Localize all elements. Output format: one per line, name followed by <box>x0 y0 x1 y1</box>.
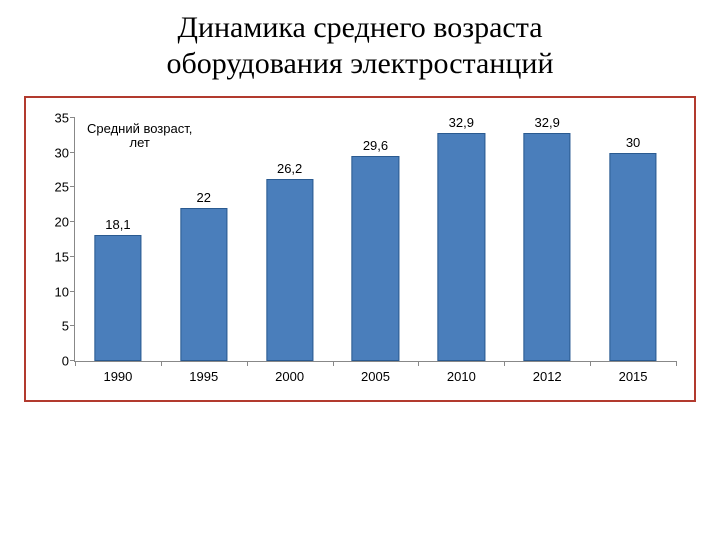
bar-slot: 221995 <box>161 118 247 361</box>
bar-value-label: 26,2 <box>277 161 302 176</box>
bar: 29,6 <box>352 156 399 362</box>
bar: 32,9 <box>438 133 485 361</box>
bar-slot: 32,92012 <box>504 118 590 361</box>
bar: 32,9 <box>524 133 571 361</box>
y-tick-label: 20 <box>41 215 69 230</box>
y-tick-label: 15 <box>41 249 69 264</box>
bar: 18,1 <box>94 235 141 361</box>
x-tick-mark <box>161 361 162 366</box>
bar: 22 <box>180 208 227 361</box>
x-tick-label: 2010 <box>447 369 476 384</box>
x-tick-label: 1995 <box>189 369 218 384</box>
x-tick-mark <box>676 361 677 366</box>
y-tick-label: 10 <box>41 284 69 299</box>
bar-value-label: 32,9 <box>535 115 560 130</box>
bar-slot: 18,11990 <box>75 118 161 361</box>
x-tick-label: 2000 <box>275 369 304 384</box>
bar: 26,2 <box>266 179 313 361</box>
page-title: Динамика среднего возраста оборудования … <box>0 0 720 82</box>
title-line-2: оборудования электростанций <box>166 47 553 80</box>
y-tick-label: 0 <box>41 354 69 369</box>
chart-frame: Средний возраст, лет 0510152025303518,11… <box>24 96 696 402</box>
bar-value-label: 32,9 <box>449 115 474 130</box>
bar-slot: 29,62005 <box>333 118 419 361</box>
bar-value-label: 18,1 <box>105 217 130 232</box>
y-tick-label: 35 <box>41 111 69 126</box>
bar-value-label: 22 <box>197 190 211 205</box>
x-tick-label: 1990 <box>103 369 132 384</box>
x-tick-mark <box>590 361 591 366</box>
x-tick-mark <box>418 361 419 366</box>
x-tick-label: 2012 <box>533 369 562 384</box>
y-tick-label: 30 <box>41 145 69 160</box>
y-tick-label: 25 <box>41 180 69 195</box>
slide: Динамика среднего возраста оборудования … <box>0 0 720 540</box>
x-tick-mark <box>333 361 334 366</box>
title-line-1: Динамика среднего возраста <box>177 11 542 44</box>
bar-slot: 302015 <box>590 118 676 361</box>
x-tick-mark <box>504 361 505 366</box>
y-tick-label: 5 <box>41 319 69 334</box>
bar: 30 <box>609 153 656 361</box>
bar-value-label: 30 <box>626 135 640 150</box>
x-tick-label: 2005 <box>361 369 390 384</box>
plot-area: Средний возраст, лет 0510152025303518,11… <box>74 118 676 362</box>
x-tick-mark <box>247 361 248 366</box>
x-tick-mark <box>75 361 76 366</box>
x-tick-label: 2015 <box>619 369 648 384</box>
bar-slot: 26,22000 <box>247 118 333 361</box>
chart-inner: Средний возраст, лет 0510152025303518,11… <box>36 112 680 390</box>
bar-value-label: 29,6 <box>363 138 388 153</box>
bar-slot: 32,92010 <box>418 118 504 361</box>
